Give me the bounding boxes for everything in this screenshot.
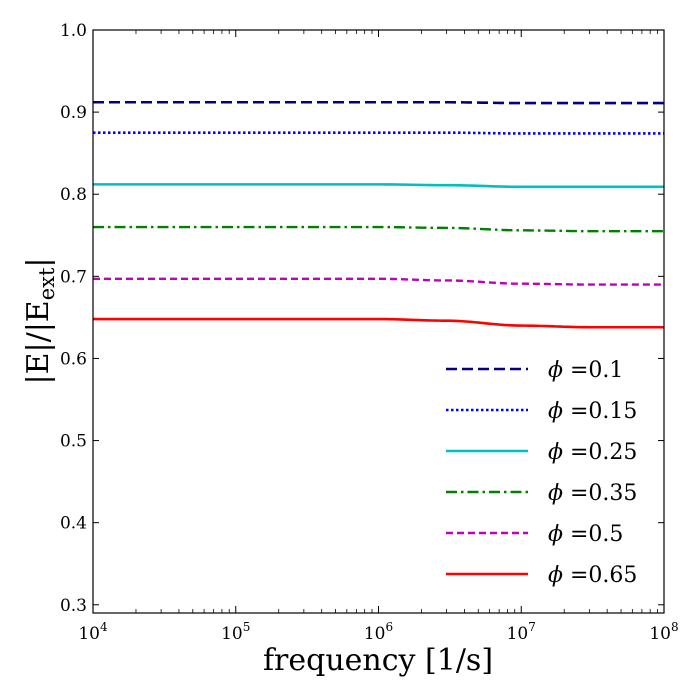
legend-label-1: ϕ =0.15 xyxy=(548,399,637,424)
y-tick-label: 0.3 xyxy=(60,596,87,616)
legend-label-2: ϕ =0.25 xyxy=(548,440,637,465)
x-tick-label: 108 xyxy=(649,620,678,644)
x-tick-label: 107 xyxy=(507,620,536,644)
y-axis-label-end: | xyxy=(21,257,56,267)
x-axis-label: frequency [1/s] xyxy=(263,643,493,678)
x-tick-label: 105 xyxy=(221,620,250,644)
series-layer xyxy=(93,100,664,329)
legend: ϕ =0.1 ϕ =0.15 ϕ =0.25 ϕ =0.35 ϕ =0.5 ϕ =0.65 xyxy=(446,358,637,588)
series-line-1 xyxy=(93,131,664,135)
x-tick-label: 104 xyxy=(78,620,108,644)
y-axis-label: |E|/|Eext| xyxy=(21,257,59,384)
ticks-layer: 0.3 0.4 0.5 0.6 0.7 0.8 0.9 1.0 104 105 106 107 108 xyxy=(60,21,679,644)
x-tick-label: 106 xyxy=(364,620,393,644)
y-tick-label: 1.0 xyxy=(60,21,87,41)
legend-label-4: ϕ =0.5 xyxy=(548,522,623,547)
legend-label-0: ϕ =0.1 xyxy=(548,358,623,383)
y-tick-label: 0.4 xyxy=(60,514,87,534)
y-tick-label: 0.5 xyxy=(60,432,87,452)
y-tick-label: 0.8 xyxy=(60,185,87,205)
series-line-4 xyxy=(93,277,664,286)
series-line-5 xyxy=(93,317,664,329)
y-tick-label: 0.6 xyxy=(60,349,87,369)
y-axis-label-main: |E|/|E xyxy=(21,300,56,384)
legend-label-3: ϕ =0.35 xyxy=(548,481,637,506)
legend-label-5: ϕ =0.65 xyxy=(548,563,637,588)
y-tick-label: 0.9 xyxy=(60,103,87,123)
series-line-2 xyxy=(93,183,664,189)
y-axis-label-subscript: ext xyxy=(35,267,59,300)
series-line-3 xyxy=(93,225,664,233)
y-tick-label: 0.7 xyxy=(60,267,87,287)
